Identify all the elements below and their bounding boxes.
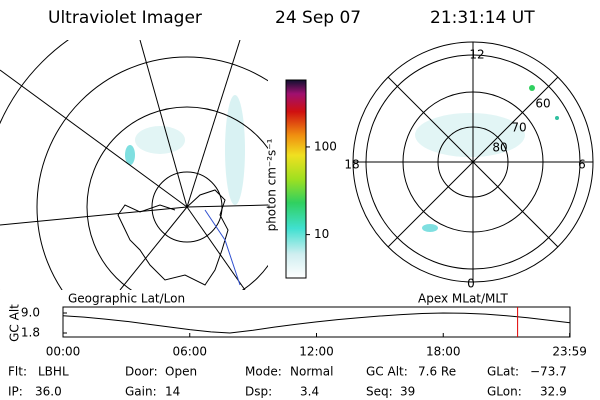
geographic-map bbox=[0, 40, 268, 290]
footer-label: Gain: bbox=[125, 385, 157, 399]
polar-label: 12 bbox=[469, 48, 484, 62]
footer-label: Seq: bbox=[366, 385, 393, 399]
x-tick-label: 06:00 bbox=[172, 345, 207, 359]
footer-value: 14 bbox=[165, 385, 180, 399]
polar-map bbox=[353, 42, 593, 282]
footer-label: Dsp: bbox=[245, 385, 272, 399]
colorbar-label: photon cm⁻²s⁻¹ bbox=[265, 138, 279, 231]
footer-value: 7.6 Re bbox=[418, 365, 456, 379]
polar-label: 0 bbox=[467, 277, 475, 291]
footer-value: −73.7 bbox=[530, 365, 567, 379]
date: 24 Sep 07 bbox=[275, 8, 361, 28]
polar-label: 6 bbox=[578, 158, 586, 172]
footer-value: Open bbox=[165, 365, 197, 379]
polar-border bbox=[352, 41, 594, 283]
map-label: Geographic Lat/Lon bbox=[68, 292, 185, 306]
footer-label: GC Alt: bbox=[366, 365, 408, 379]
y-tick-label: 1.8 bbox=[21, 326, 40, 340]
title: Ultraviolet Imager bbox=[48, 8, 202, 28]
colorbar-tick-label: 10 bbox=[314, 227, 329, 241]
footer-label: Flt: bbox=[8, 365, 27, 379]
x-tick-label: 18:00 bbox=[426, 345, 461, 359]
footer-value: 36.0 bbox=[35, 385, 62, 399]
y-axis-label: GC Alt bbox=[8, 304, 22, 342]
polar-label: 70 bbox=[511, 121, 526, 135]
footer-value: 39 bbox=[400, 385, 415, 399]
footer-value: 32.9 bbox=[540, 385, 567, 399]
x-tick-label: 00:00 bbox=[46, 345, 81, 359]
polar-label: 80 bbox=[492, 141, 507, 155]
footer-label: IP: bbox=[8, 385, 23, 399]
footer-value: Normal bbox=[290, 365, 333, 379]
polar-label: 60 bbox=[535, 97, 550, 111]
map-label: Apex MLat/MLT bbox=[418, 292, 508, 306]
time: 21:31:14 UT bbox=[430, 8, 535, 28]
footer-label: Mode: bbox=[245, 365, 282, 379]
altitude-line bbox=[62, 312, 571, 334]
footer-label: GLon: bbox=[487, 385, 522, 399]
footer-label: GLat: bbox=[487, 365, 519, 379]
footer-value: LBHL bbox=[38, 365, 69, 379]
polar-label: 18 bbox=[344, 158, 359, 172]
colorbar bbox=[285, 79, 307, 279]
footer-value: 3.4 bbox=[300, 385, 319, 399]
y-tick-label: 9.0 bbox=[21, 306, 40, 320]
footer-label: Door: bbox=[125, 365, 158, 379]
colorbar-tick-label: 100 bbox=[314, 139, 337, 153]
x-tick-label: 12:00 bbox=[299, 345, 334, 359]
x-tick-label: 23:59 bbox=[552, 345, 587, 359]
